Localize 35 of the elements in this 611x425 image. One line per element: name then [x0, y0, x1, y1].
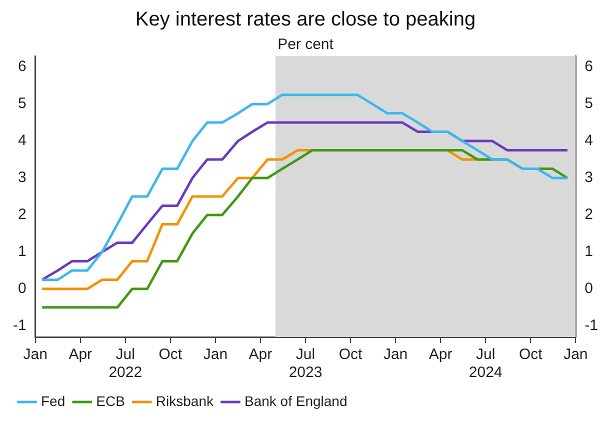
x-tick-label: Jan: [203, 346, 228, 364]
y-tick-label: 5: [18, 95, 26, 112]
x-tick-label: Jul 2023: [288, 346, 322, 382]
legend-label: Riksbank: [156, 392, 214, 409]
legend-label: ECB: [96, 392, 125, 409]
chart-subtitle: Per cent: [278, 36, 334, 54]
y2-tick-label: 2: [584, 206, 594, 224]
y2-tick-label: 5: [584, 95, 594, 112]
y-tick-label: 1: [18, 243, 26, 260]
x-tick-label: Jan: [383, 346, 408, 364]
y-tick-label: 0: [18, 280, 26, 298]
x-tick-label: Apr: [428, 346, 452, 364]
y-tick-label: 6: [18, 58, 26, 76]
x-tick-label: Jul 2022: [108, 346, 142, 382]
legend-label: Bank of England: [244, 392, 348, 409]
x-tick-label: Oct: [338, 346, 364, 364]
y2-tick-label: 6: [584, 58, 594, 76]
x-tick-label: Apr: [68, 346, 92, 364]
legend-label: Fed: [41, 392, 66, 409]
chart-title: Key interest rates are close to peaking: [135, 8, 476, 31]
x-tick-label: Apr: [248, 346, 272, 364]
y2-tick-label: 1: [584, 243, 594, 260]
x-tick-label: Jan: [564, 346, 588, 364]
y-tick-label: 4: [18, 132, 26, 150]
y2-tick-label: 0: [584, 280, 594, 298]
y-tick-label: -1: [12, 317, 26, 334]
x-tick-label: Jan: [23, 346, 48, 364]
y2-tick-label: 4: [584, 132, 594, 150]
x-tick-label: Oct: [518, 346, 544, 364]
y-tick-label: 3: [18, 169, 26, 186]
y2-tick-label: -1: [584, 317, 598, 334]
y2-tick-label: 3: [584, 169, 594, 186]
x-tick-label: Jul 2024: [468, 346, 502, 382]
y-tick-label: 2: [18, 206, 26, 224]
x-tick-label: Oct: [158, 346, 183, 364]
